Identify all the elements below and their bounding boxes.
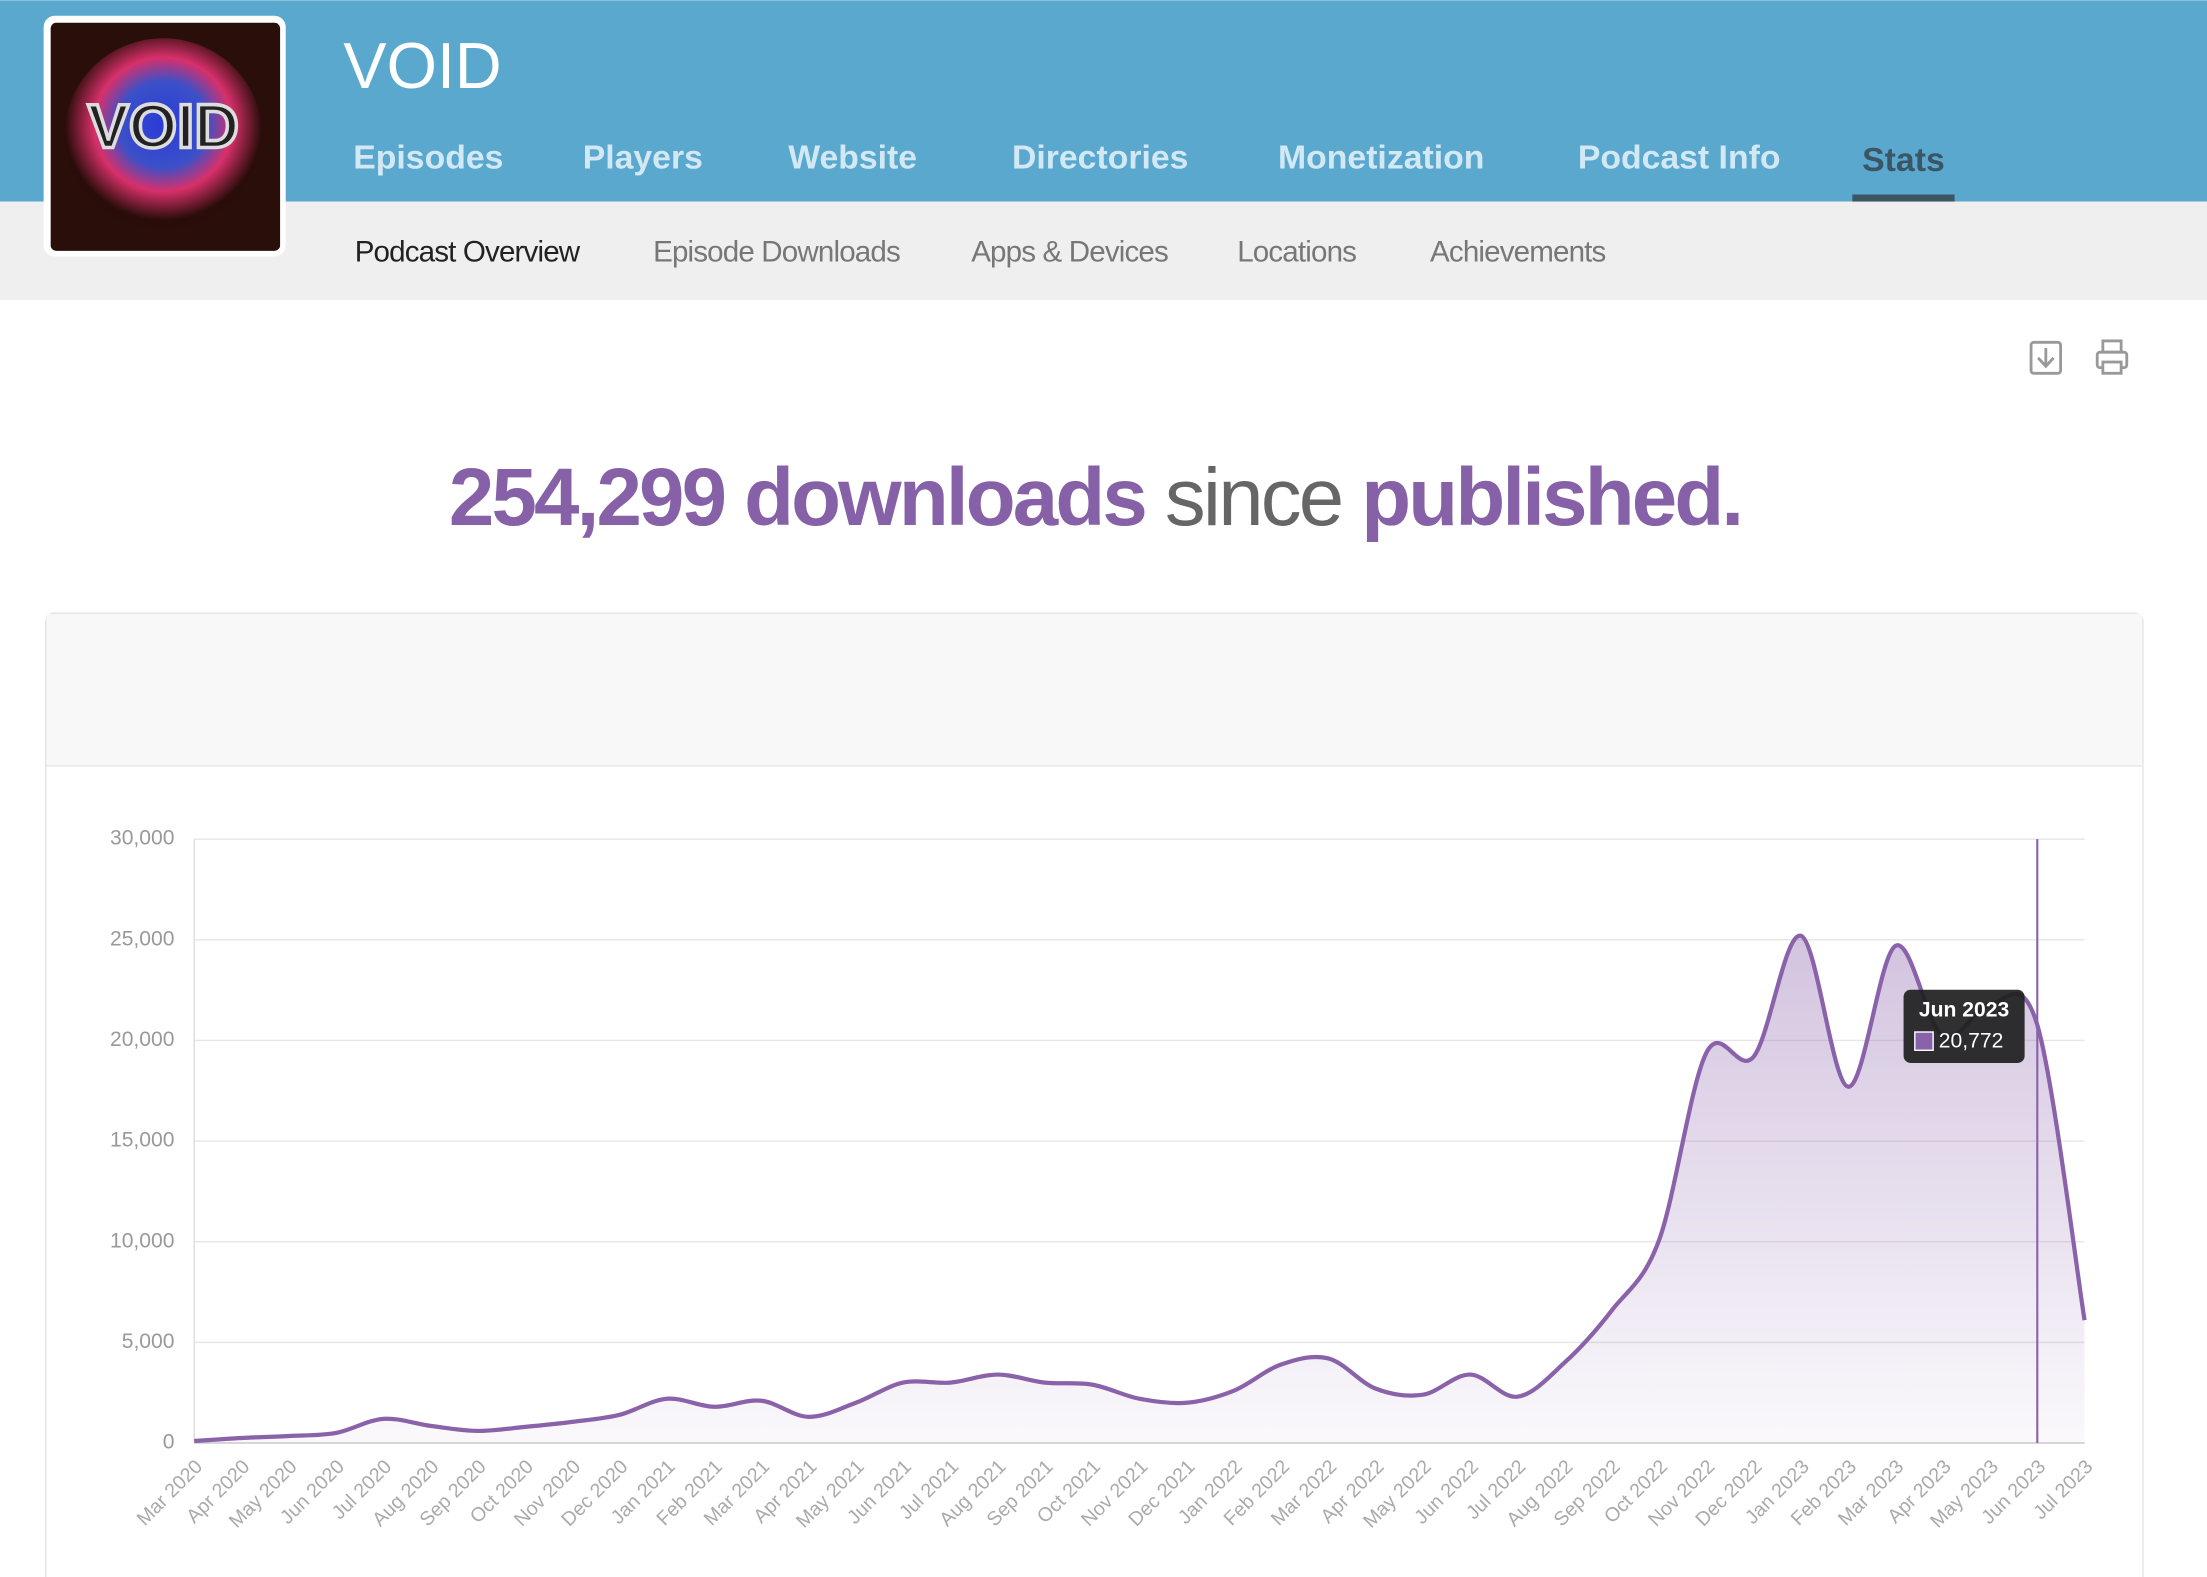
logo[interactable]: VOID [43,15,286,257]
nav-tab[interactable]: Podcast Info [1578,138,1781,176]
nav-tab[interactable]: Episodes [353,138,503,176]
headline-middle: since [1165,451,1341,542]
y-tick-label: 20,000 [110,1028,175,1051]
line [194,933,2087,1444]
podcast-title: VOID [343,29,501,102]
download-count: 254,299 [449,451,725,542]
nav-tab[interactable]: Website [788,138,917,176]
subnav-tab[interactable]: Achievements [1430,235,1606,268]
tooltip-value: 20,772 [1939,1029,2004,1052]
y-tick-label: 30,000 [110,827,175,850]
y-tick-label: 0 [163,1431,175,1454]
subnav-tab[interactable]: Locations [1237,235,1357,268]
print-icon[interactable] [2095,339,2129,375]
active-underline [1852,194,1955,202]
download-icon[interactable] [2029,340,2063,375]
y-tick-label: 5,000 [122,1330,175,1353]
nav-tab[interactable]: Players [583,138,703,176]
logo-text: VOID [88,93,239,162]
nav-tab[interactable]: Monetization [1278,138,1484,176]
nav-tab[interactable]: Stats [1862,141,1945,179]
area-fill [194,935,2085,1443]
tooltip-swatch [1914,1031,1934,1052]
y-tick-label: 25,000 [110,927,175,950]
subnav-tab[interactable]: Episode Downloads [653,235,901,268]
headline-unit: downloads [744,451,1145,542]
sub-bar [0,201,2207,301]
y-tick-label: 10,000 [110,1229,175,1252]
nav-tab[interactable]: Directories [1012,138,1188,176]
y-tick-label: 15,000 [110,1129,175,1152]
tooltip-title: Jun 2023 [1919,998,2009,1021]
top-bar [0,0,2207,202]
headline-end: published. [1361,451,1741,542]
range-bar [46,613,2143,766]
headline: 254,299 downloads since published. [449,451,1741,542]
subnav-tab[interactable]: Apps & Devices [971,235,1169,268]
subnav-tab[interactable]: Podcast Overview [355,235,582,268]
